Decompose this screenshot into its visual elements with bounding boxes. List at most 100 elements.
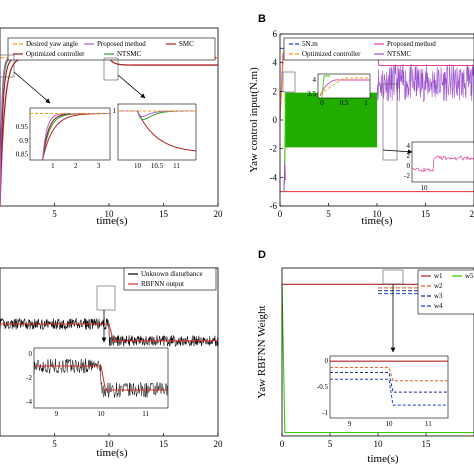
panel-a-inset-2-xtick: 11	[173, 162, 180, 170]
panel-c-inset-xtick: 10	[98, 410, 106, 418]
panel-c-x-label: 10	[105, 439, 115, 449]
panel-c-legend	[123, 267, 217, 291]
panel-d-legend-label: w1	[434, 272, 443, 280]
panel-a-zoom-arrow-1	[13, 71, 51, 104]
panel-c-x-label: 15	[159, 439, 169, 449]
panel-b-inset-2-ytick: 2	[407, 152, 411, 160]
panel-d-series-w5	[281, 284, 474, 434]
panel-b-x-label: 20	[470, 209, 474, 219]
panel-a-inset-2-xtick: 10.5	[151, 162, 164, 170]
panel-b-inset-1-xtick: 0.5	[340, 99, 349, 107]
panel-d-inset-w4	[330, 378, 448, 406]
panel-a-x-label: 10	[105, 209, 115, 219]
panel-d-inset-xtick: 11	[425, 420, 432, 428]
panel-a-legend-label: Desired yaw angle	[26, 40, 78, 48]
panel-c-inset-ytick: -4	[26, 398, 32, 406]
panel-a-inset-2-xtick: 10	[134, 162, 142, 170]
panel-b-y-label: -4	[270, 172, 278, 182]
panel-b-x-label: 5	[326, 209, 331, 219]
panel-b-x-label: 10	[373, 209, 383, 219]
panel-a-zoom-arrow-2	[117, 74, 146, 99]
panel-b-inset-2-xtick: 10	[421, 184, 429, 192]
panel-d-legend-label: w5	[465, 272, 474, 280]
panel-a-zoom-box-1	[0, 54, 15, 78]
panel-a-x-label: 15	[159, 209, 169, 219]
panel-d-legend	[417, 269, 474, 315]
panel-d-zoom-box	[382, 269, 404, 285]
panel-b-inset-1-xtick: 0	[320, 99, 324, 107]
panel-d-inset-w2	[330, 366, 448, 382]
panel-c-xlabel: time(s)	[96, 447, 127, 459]
panel-b-inset-1-optimized	[319, 77, 370, 95]
panel-b-legend-label: Proposed method	[387, 40, 436, 48]
panel-b-inset-1-ytick: 3.5	[307, 90, 316, 98]
panel-d-inset-ytick: -1	[322, 409, 328, 417]
panel-d-inset-ytick: -0.5	[317, 383, 329, 391]
panel-b-x-label: 0	[278, 209, 283, 219]
panel-b-legend-label: 5N.m	[302, 40, 318, 48]
panel-a-inset-2-ytick: 1	[113, 107, 117, 115]
panel-d-x-label: 0	[280, 439, 285, 449]
panel-b-xlabel: time(s)	[361, 215, 392, 227]
panel-b-initial-transient	[283, 162, 286, 192]
panel-b-legend-label: Optimized controller	[302, 50, 361, 58]
panel-a-legend-label: Proposed method	[97, 40, 146, 48]
panel-a-inset-1-ytick: 0.9	[19, 137, 28, 145]
panel-b-y-label: -6	[270, 201, 278, 211]
panel-c-zoom-box	[96, 285, 116, 311]
panel-a-xlabel: time(s)	[96, 215, 127, 227]
panel-d-inset-ytick: 0	[325, 357, 329, 365]
panel-d-ylabel: Yaw RBFNN Weight	[256, 305, 268, 398]
panel-b-y-label: 6	[273, 29, 278, 39]
panel-c-series-rbfnn	[0, 323, 218, 342]
panel-d-xlabel: time(s)	[367, 453, 398, 465]
panel-b-x-label: 15	[421, 209, 431, 219]
panel-b-inset-1-ytick: 4	[313, 76, 317, 84]
panel-b-legend	[283, 37, 474, 61]
panel-b-legend-label: NTSMC	[387, 50, 411, 58]
panel-d-x-label: 10	[374, 439, 384, 449]
panel-b-ylabel: Yaw control input(N.m)	[248, 67, 260, 173]
panel-d-x-label: 5	[328, 439, 333, 449]
panel-d-inset-w3	[330, 372, 448, 393]
panel-a-zoom-box-2	[103, 57, 119, 81]
panel-c-series-disturbance	[0, 317, 219, 348]
panel-b-zoom-arrow	[382, 149, 413, 155]
panel-a-x-label: 5	[52, 209, 57, 219]
panel-b-zoom-box-2	[382, 83, 398, 161]
panel-d-legend-label: w4	[434, 302, 443, 310]
panel-a-inset-1-xtick: 2	[74, 162, 78, 170]
panel-b-letter: B	[258, 13, 266, 25]
panel-b-zoom-box-1	[282, 71, 296, 93]
panel-a-inset-1-xtick: 3	[97, 162, 101, 170]
panel-b-y-label: 0	[273, 115, 278, 125]
panel-b-y-label: 4	[273, 58, 278, 68]
panel-a-legend-label: Optimized controller	[26, 50, 85, 58]
panel-d-inset	[329, 355, 449, 419]
panel-d-inset-xtick: 9	[348, 420, 352, 428]
panel-c-inset-xtick: 9	[55, 410, 59, 418]
panel-b-y-label: -2	[270, 144, 278, 154]
panel-c-x-label: 20	[214, 439, 224, 449]
panel-b-inset-2-ytick: 4	[407, 142, 411, 150]
panel-a-inset-1	[29, 107, 111, 161]
panel-b-series-smc	[284, 92, 378, 148]
panel-b-y-label: 2	[273, 86, 278, 96]
panel-a-inset-1-xtick: 1	[51, 162, 55, 170]
panel-c-inset-xtick: 11	[142, 410, 149, 418]
panel-d-legend-label: w3	[434, 292, 443, 300]
panel-a-legend	[7, 37, 216, 61]
panel-b-inset-2	[411, 141, 474, 183]
panel-a-legend-label: NTSMC	[117, 50, 141, 58]
panel-b-inset-2-ytick: 0	[407, 162, 411, 170]
panel-b-inset-2-proposed	[411, 155, 474, 173]
panel-a-inset-1-ytick: 0.85	[16, 151, 29, 159]
panel-c-legend-label: Unknown disturbance	[141, 270, 203, 278]
panel-b-inset-2-ytick: -2	[404, 172, 410, 180]
panel-c-inset-ytick: 0	[29, 350, 33, 358]
panel-b-series-ntsmc	[376, 63, 474, 103]
panel-a-inset-1-ytick: 0.95	[16, 123, 29, 131]
panel-d-x-label: 15	[422, 439, 432, 449]
